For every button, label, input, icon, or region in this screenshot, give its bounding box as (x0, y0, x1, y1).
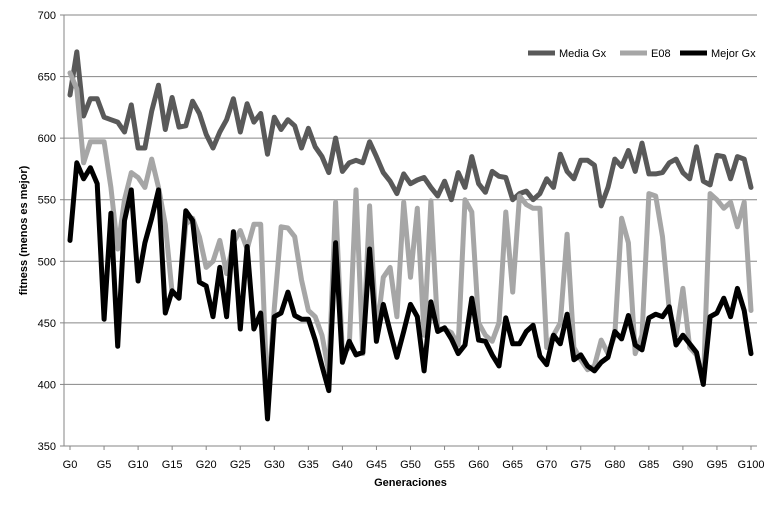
x-tick-label: G10 (128, 459, 149, 471)
y-tick-label: 700 (38, 10, 56, 22)
x-tick-label: G45 (366, 459, 387, 471)
x-tick-label: G65 (502, 459, 523, 471)
y-tick-label: 500 (38, 256, 56, 268)
x-axis-label: Generaciones (374, 477, 447, 489)
x-tick-label: G25 (230, 459, 251, 471)
x-tick-label: G55 (434, 459, 455, 471)
y-tick-labels: 350 400 450 500 550 600 650 700 (38, 10, 56, 453)
y-tick-label: 400 (38, 379, 56, 391)
series-line-2 (67, 160, 754, 422)
y-tick-label: 350 (38, 441, 56, 453)
x-tick-label: G70 (536, 459, 557, 471)
legend-label: Mejor Gx (711, 48, 756, 60)
series-lines (67, 49, 754, 422)
x-tick-labels: G0 G5 G10 G15 G20 G25 G30 G35 G40 G45 G50 G55 G60 G65… (63, 459, 765, 471)
x-tick-label: G95 (707, 459, 728, 471)
x-tick-label: G35 (298, 459, 319, 471)
x-tick-label: G75 (570, 459, 591, 471)
y-tick-label: 600 (38, 133, 56, 145)
y-tick-label: 650 (38, 72, 56, 84)
legend-label: Media Gx (559, 48, 607, 60)
x-tick-label: G40 (332, 459, 353, 471)
x-tick-label: G30 (264, 459, 285, 471)
x-tick-label: G90 (673, 459, 694, 471)
x-tick-label: G0 (63, 459, 78, 471)
x-tick-label: G80 (604, 459, 625, 471)
x-tick-label: G20 (196, 459, 217, 471)
x-tick-label: G15 (162, 459, 183, 471)
x-tick-label: G100 (738, 459, 765, 471)
y-tick-label: 550 (38, 195, 56, 207)
axes (60, 14, 757, 450)
legend-label: E08 (651, 48, 671, 60)
x-tick-label: G85 (638, 459, 659, 471)
legend: Media Gx E08 Mejor Gx (528, 48, 756, 60)
series-line-0 (67, 49, 754, 209)
y-tick-label: 450 (38, 318, 56, 330)
x-tick-label: G5 (97, 459, 112, 471)
x-tick-label: G60 (468, 459, 489, 471)
y-axis-label: fitness (menos es mejor) (18, 165, 30, 295)
x-tick-label: G50 (400, 459, 421, 471)
